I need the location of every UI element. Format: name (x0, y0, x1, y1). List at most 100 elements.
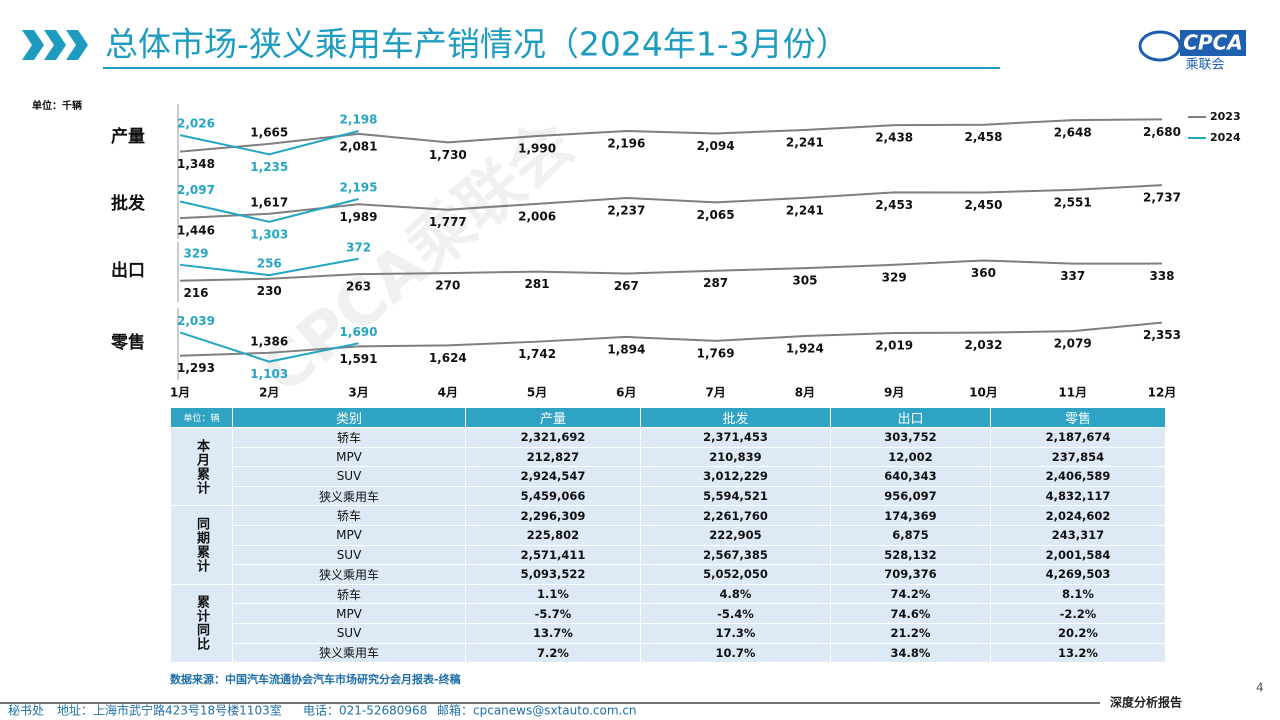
chart-title: 零售 (110, 332, 145, 353)
logo-mark (1138, 30, 1182, 62)
data-label: 1,446 (177, 224, 215, 238)
data-label: 1,348 (177, 157, 215, 171)
column-header: 零售 (990, 407, 1166, 428)
value-cell: -2.2% (990, 603, 1166, 624)
data-label: 2,648 (1054, 126, 1092, 140)
data-label: 1,894 (607, 342, 645, 356)
category-cell: 轿车 (232, 583, 466, 605)
page-title: 总体市场-狭义乘用车产销情况（2024年1-3月份） (105, 25, 849, 64)
table-row: 狭义乘用车 5,459,066 5,594,521 956,097 4,832,117 (171, 485, 1166, 507)
title-icon (22, 30, 88, 60)
x-tick-label: 3月 (348, 386, 368, 400)
unit-cell: 单位：辆 (170, 407, 233, 428)
category-cell: SUV (232, 466, 466, 487)
data-label: 1,690 (340, 325, 378, 339)
value-cell: 20.2% (990, 622, 1166, 644)
group-label: 累计同比 (170, 583, 233, 664)
table-row: MPV -5.7% -5.4% 74.6% -2.2% (171, 603, 1166, 624)
value-cell: 225,802 (465, 524, 641, 546)
data-label: 2,006 (518, 209, 556, 223)
value-cell: 174,369 (830, 505, 991, 526)
data-label: 1,665 (250, 125, 288, 139)
value-cell: 210,839 (640, 446, 831, 468)
data-label: 216 (183, 286, 208, 300)
category-cell: MPV (232, 446, 466, 468)
value-cell: 956,097 (830, 485, 991, 507)
category-cell: 狭义乘用车 (232, 485, 466, 507)
value-cell: 8.1% (990, 583, 1166, 605)
table-row: 狭义乘用车 5,093,522 5,052,050 709,376 4,269,503 (171, 564, 1166, 585)
value-cell: 2,371,453 (640, 427, 831, 448)
data-label: 2,237 (607, 203, 645, 217)
data-label: 267 (614, 279, 639, 293)
data-label: 1,730 (429, 148, 467, 162)
header-row: 单位：辆 类别 产量 批发 出口 零售 (170, 407, 1166, 428)
value-cell: 5,052,050 (640, 564, 831, 585)
data-label: 1,386 (250, 334, 288, 348)
data-label: 2,081 (340, 139, 378, 153)
value-cell: 2,187,674 (990, 427, 1166, 448)
group-label: 同期累计 (170, 505, 233, 585)
table-row: MPV 212,827 210,839 12,002 237,854 (171, 446, 1166, 468)
value-cell: 21.2% (830, 622, 991, 644)
x-tick-label: 6月 (616, 386, 636, 400)
series-line (179, 198, 359, 223)
data-label: 2,097 (177, 183, 215, 197)
value-cell: 303,752 (830, 427, 991, 448)
data-label: 2,241 (786, 135, 824, 149)
series-line (179, 257, 359, 277)
value-cell: 2,571,411 (465, 544, 641, 566)
data-label: 270 (435, 279, 460, 293)
value-cell: 74.2% (830, 583, 991, 605)
table-row: MPV 225,802 222,905 6,875 243,317 (171, 524, 1166, 546)
data-label: 2,079 (1054, 337, 1092, 351)
series-line (179, 130, 359, 156)
chart-title: 出口 (111, 260, 145, 281)
series-line (179, 184, 1163, 220)
category-cell: MPV (232, 603, 466, 624)
value-cell: 2,321,692 (465, 427, 641, 448)
data-label: 1,742 (518, 347, 556, 361)
category-cell: 轿车 (232, 505, 466, 526)
data-label: 360 (971, 266, 996, 280)
value-cell: 17.3% (640, 622, 831, 644)
data-label: 305 (792, 274, 817, 288)
value-cell: 222,905 (640, 524, 831, 546)
value-cell: 4,832,117 (990, 485, 1166, 507)
value-cell: 2,261,760 (640, 505, 831, 526)
group-label: 本月累计 (170, 426, 233, 507)
data-label: 1,989 (340, 210, 378, 224)
value-cell: 6,875 (830, 524, 991, 546)
value-cell: 2,567,385 (640, 544, 831, 566)
table-row: SUV 2,571,411 2,567,385 528,132 2,001,584 (171, 544, 1166, 566)
x-tick-label: 5月 (527, 386, 547, 400)
table-row: 累计同比 轿车 1.1% 4.8% 74.2% 8.1% (170, 583, 1166, 664)
value-cell: 5,093,522 (465, 564, 641, 585)
value-cell: 212,827 (465, 446, 641, 468)
x-tick-label: 1月 (170, 386, 190, 400)
column-header: 出口 (830, 407, 991, 428)
data-label: 329 (183, 246, 208, 260)
category-cell: SUV (232, 544, 466, 566)
data-label: 338 (1149, 269, 1174, 283)
series-line (179, 321, 1163, 357)
value-cell: 13.7% (465, 622, 641, 644)
page-number: 4 (1256, 681, 1264, 695)
value-cell: 528,132 (830, 544, 991, 566)
x-tick-label: 2月 (259, 386, 279, 400)
data-label: 1,235 (250, 160, 288, 174)
value-cell: 7.2% (465, 642, 641, 664)
data-label: 2,196 (607, 137, 645, 151)
category-cell: SUV (232, 622, 466, 644)
value-cell: 4.8% (640, 583, 831, 605)
data-label: 281 (525, 277, 550, 291)
value-cell: 243,317 (990, 524, 1166, 546)
table-row: 狭义乘用车 7.2% 10.7% 34.8% 13.2% (171, 642, 1166, 664)
data-label: 2,453 (875, 198, 913, 212)
x-tick-label: 10月 (969, 386, 998, 400)
data-label: 1,103 (250, 367, 288, 381)
value-cell: 2,406,589 (990, 466, 1166, 487)
x-tick-label: 11月 (1058, 386, 1087, 400)
column-header: 批发 (640, 407, 831, 428)
data-label: 263 (346, 280, 371, 294)
